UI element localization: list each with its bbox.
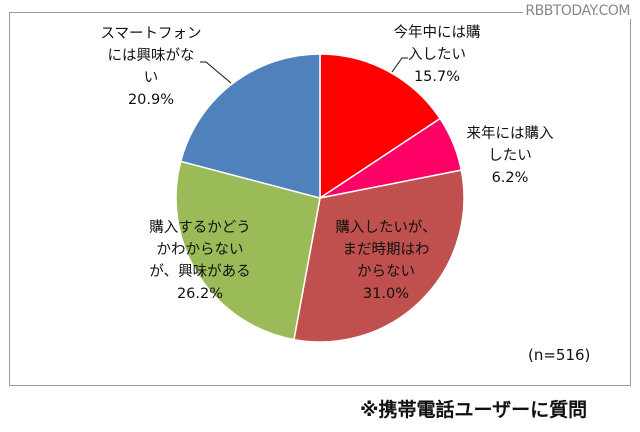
watermark: RBBTODAY.COM: [523, 3, 632, 19]
slice-value-label-2: 31.0%: [363, 286, 409, 302]
chart-frame: [9, 12, 631, 386]
slice-label-4: スマートフォン: [100, 26, 201, 42]
footnote: ※携帯電話ユーザーに質問: [360, 399, 588, 421]
slice-label-2: からない: [357, 263, 415, 280]
slice-label-3: が、興味がある: [149, 263, 250, 280]
pie-slice-3: [175, 160, 321, 341]
slice-label-2: まだ時期はわ: [343, 241, 430, 258]
leader-line-0: [391, 57, 408, 73]
pie-slice-0: [319, 53, 442, 200]
slice-value-label-1: 6.2%: [492, 170, 529, 186]
slice-value-label-0: 15.7%: [414, 69, 460, 85]
slice-label-1: 来年には購入: [467, 125, 554, 142]
slice-label-0: 今年中には購: [394, 24, 481, 41]
slice-label-4: い: [144, 70, 159, 86]
pie-slice-4: [179, 53, 321, 199]
slice-label-3: かわからない: [157, 241, 244, 258]
slice-label-4: には興味がな: [108, 47, 195, 64]
slice-label-0: 入したい: [408, 46, 466, 63]
slice-label-1: したい: [488, 147, 532, 164]
slice-label-3: 購入するかどう: [149, 219, 251, 236]
pie-slice-2: [293, 169, 465, 343]
slice-value-label-3: 26.2%: [177, 286, 223, 302]
leader-line-1: [200, 61, 232, 84]
slice-label-2: 購入したいが、: [335, 219, 436, 236]
sample-size: (n=516): [528, 346, 591, 364]
slice-value-label-4: 20.9%: [128, 92, 174, 108]
